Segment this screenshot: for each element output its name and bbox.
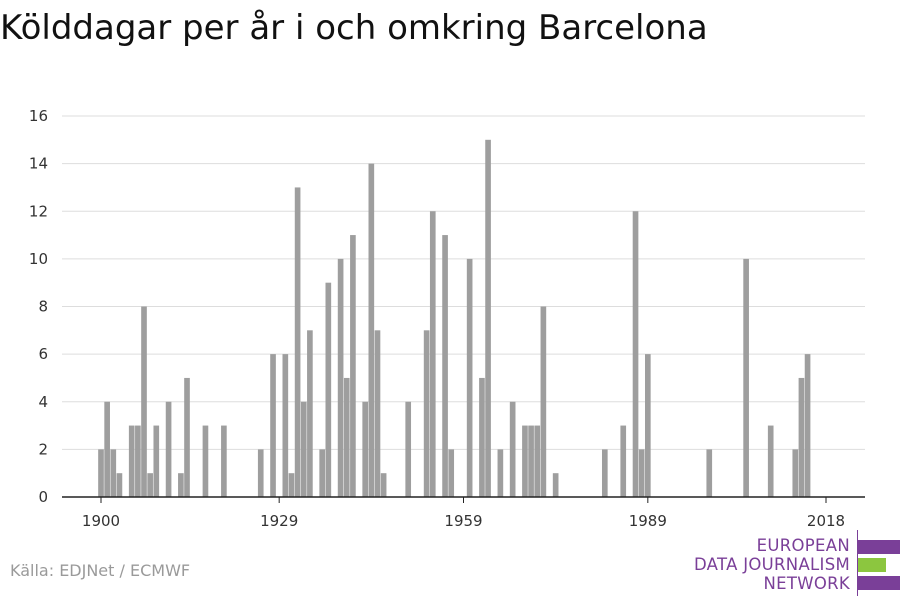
bar-1909 — [153, 425, 160, 497]
logo-bar-green — [858, 558, 886, 572]
x-tick-label: 1929 — [260, 512, 298, 530]
bar-1974 — [552, 473, 559, 497]
y-tick-label: 4 — [38, 393, 48, 411]
bar-1967 — [509, 401, 516, 497]
axes: 0 2 4 6 8 10 12 14 16 1900 1929 1959 1989 2018 — [29, 107, 865, 530]
bar-1946 — [380, 473, 387, 497]
bar-2014 — [798, 377, 805, 497]
bar-1920 — [221, 425, 227, 497]
bar-2013 — [792, 449, 799, 498]
bar-1970 — [528, 425, 534, 497]
bar-1944 — [368, 163, 375, 498]
bar-1969 — [522, 425, 528, 497]
logo-line-3: NETWORK — [763, 574, 850, 593]
logo-divider — [857, 530, 858, 596]
bar-1941 — [350, 235, 356, 497]
bar-1908 — [147, 473, 153, 497]
bar-1903 — [116, 473, 123, 497]
y-tick-label: 14 — [29, 155, 48, 173]
bar-1982 — [601, 449, 608, 498]
edjnet-logo[interactable]: EUROPEAN DATA JOURNALISM NETWORK — [694, 530, 900, 598]
y-tick-label: 12 — [29, 202, 48, 220]
bar-1965 — [497, 449, 504, 498]
bar-1900 — [98, 449, 104, 498]
bar-1960 — [466, 258, 473, 498]
bar-1926 — [257, 449, 264, 498]
bar-1906 — [135, 425, 141, 497]
bar-1917 — [202, 425, 209, 497]
bar-1989 — [645, 354, 651, 498]
y-tick-label: 6 — [38, 345, 48, 363]
bar-1913 — [178, 473, 184, 497]
bar-1901 — [104, 401, 110, 497]
bar-1945 — [374, 330, 381, 497]
bars — [98, 139, 811, 498]
logo-bar-purple-bottom — [858, 576, 900, 590]
x-tick-label: 1989 — [629, 512, 667, 530]
bar-1953 — [423, 330, 430, 497]
y-tick-label: 16 — [29, 107, 48, 125]
bar-1972 — [540, 306, 547, 497]
bar-1930 — [282, 354, 289, 498]
bar-1963 — [485, 139, 491, 497]
bar-1931 — [288, 473, 295, 497]
bar-2005 — [743, 258, 749, 498]
x-tick-label: 1959 — [444, 512, 482, 530]
bar-2009 — [767, 425, 774, 497]
y-tick-label: 2 — [38, 440, 48, 458]
bar-1902 — [110, 449, 117, 498]
bar-1932 — [294, 187, 301, 497]
bar-1962 — [479, 377, 485, 497]
logo-line-1: EUROPEAN — [756, 536, 850, 555]
bar-1939 — [337, 258, 344, 498]
bar-1914 — [184, 377, 190, 497]
bar-1971 — [534, 425, 541, 497]
bar-1999 — [706, 449, 713, 498]
y-tick-label: 8 — [38, 298, 48, 316]
bar-1933 — [300, 401, 307, 497]
y-tick-label: 0 — [38, 488, 48, 506]
bar-1957 — [448, 449, 455, 498]
source-note: Källa: EDJNet / ECMWF — [10, 561, 191, 580]
bar-1907 — [141, 306, 147, 497]
bar-1988 — [638, 449, 645, 498]
bar-1985 — [620, 425, 627, 497]
bar-1928 — [270, 354, 276, 498]
bar-1911 — [165, 401, 172, 497]
y-tick-label: 10 — [29, 250, 48, 268]
bar-1937 — [325, 282, 332, 497]
bar-1936 — [319, 449, 326, 498]
bar-1940 — [343, 377, 350, 497]
gridlines — [62, 115, 865, 450]
bar-1905 — [128, 425, 135, 497]
bar-1950 — [405, 401, 412, 497]
bar-2015 — [804, 354, 811, 498]
bar-1956 — [442, 235, 448, 497]
bar-1943 — [362, 401, 369, 497]
bar-1934 — [307, 330, 313, 497]
logo-bar-purple-top — [858, 540, 900, 554]
x-tick-label: 1900 — [82, 512, 120, 530]
chart-title: Kölddagar per år i och omkring Barcelona — [0, 8, 708, 48]
x-tick-label: 2018 — [807, 512, 845, 530]
bar-1987 — [632, 211, 639, 497]
bar-1954 — [429, 211, 436, 497]
logo-line-2: DATA JOURNALISM — [693, 555, 850, 574]
